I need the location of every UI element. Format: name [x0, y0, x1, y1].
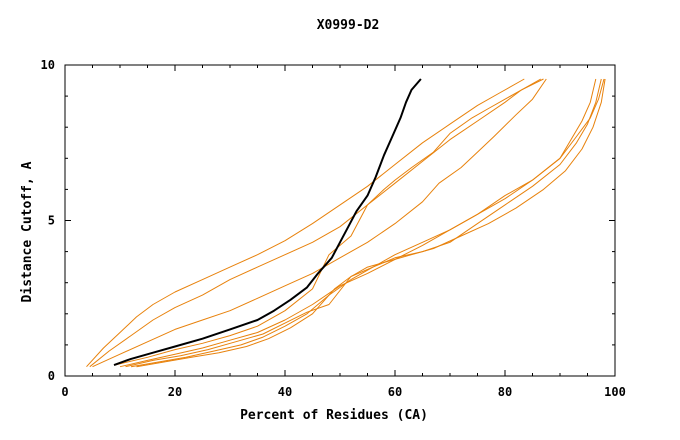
x-tick-label: 20	[168, 385, 182, 399]
y-axis-label: Distance Cutoff, A	[20, 161, 35, 302]
series-line	[92, 78, 547, 368]
series-layer	[86, 78, 606, 368]
x-tick-label: 40	[278, 385, 292, 399]
x-tick-label: 100	[604, 385, 626, 399]
plot-frame	[64, 64, 616, 377]
series-line	[114, 78, 542, 366]
x-axis: 0 20 40 60 80 100	[61, 65, 626, 399]
x-tick-label: 80	[498, 385, 512, 399]
series-line	[125, 78, 602, 368]
y-tick-label: 5	[48, 214, 55, 228]
x-axis-label: Percent of Residues (CA)	[240, 408, 428, 423]
highlight-series-line	[113, 78, 422, 367]
series-line	[130, 78, 605, 368]
series-line	[86, 78, 525, 368]
x-tick-label: 0	[61, 385, 68, 399]
y-tick-label: 0	[48, 369, 55, 383]
series-line	[89, 78, 544, 368]
y-axis: 0 5 10	[41, 58, 615, 383]
y-tick-label: 10	[41, 58, 55, 72]
x-tick-label: 60	[388, 385, 402, 399]
chart-title: X0999-D2	[317, 18, 380, 33]
series-line	[136, 78, 606, 368]
